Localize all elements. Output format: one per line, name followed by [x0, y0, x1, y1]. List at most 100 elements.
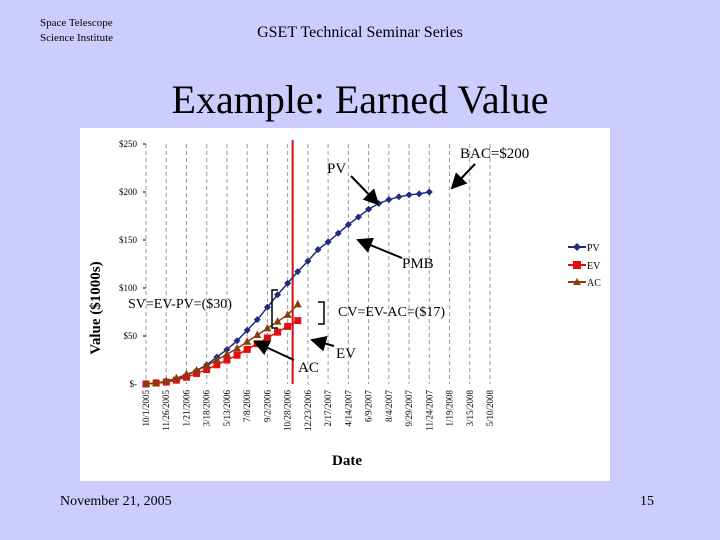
chart-svg: $- $50 $100 $150 $200 $250 10/1/2005 11/26/200…	[88, 139, 601, 469]
legend-marker-ev	[573, 261, 581, 269]
y-tick-label: $-	[130, 379, 138, 389]
ac-arrow	[253, 340, 295, 361]
y-axis-label: Value ($1000s)	[88, 261, 104, 354]
x-tick-label: 7/8/2006	[242, 390, 252, 423]
seminar-series-title: GSET Technical Seminar Series	[257, 24, 463, 41]
data-point-ac	[172, 373, 181, 382]
data-point-pv	[284, 279, 292, 287]
x-tick-label: 10/1/2005	[141, 390, 151, 427]
data-point-ev	[243, 345, 251, 353]
pv-arrow	[350, 175, 380, 206]
x-tick-label: 11/24/2007	[424, 390, 434, 431]
data-point-pv	[395, 193, 403, 201]
x-tick-label: 5/10/2008	[485, 390, 495, 427]
ev-arrow	[310, 335, 335, 352]
data-point-pv	[415, 190, 423, 198]
data-point-ev	[294, 317, 302, 325]
pv-annotation: PV	[327, 161, 346, 177]
data-point-pv	[223, 345, 231, 353]
series-line-ac	[145, 303, 299, 385]
footer-date: November 21, 2005	[60, 494, 172, 509]
x-tick-label: 3/15/2008	[465, 390, 475, 427]
ac-annotation: AC	[298, 360, 319, 376]
y-tick-label: $250	[119, 139, 138, 149]
cv-annotation: CV=EV-AC=($17)	[338, 305, 445, 320]
data-point-ev	[274, 328, 282, 336]
bac-annotation: BAC=$200	[460, 146, 529, 162]
x-tick-label: 8/4/2007	[384, 390, 394, 423]
data-point-ac	[182, 369, 191, 378]
data-point-pv	[405, 191, 413, 199]
x-tick-label: 12/23/2006	[303, 390, 313, 432]
x-axis-label: Date	[332, 453, 362, 469]
data-point-ac	[283, 310, 292, 318]
x-tick-label: 3/18/2006	[202, 390, 212, 427]
legend-label-pv: PV	[587, 243, 601, 254]
data-point-pv	[274, 291, 282, 299]
organization-line-1: Space Telescope	[40, 17, 113, 29]
data-point-ac	[152, 378, 161, 387]
data-point-pv	[243, 326, 251, 334]
legend-marker-pv	[573, 243, 581, 251]
data-point-pv	[263, 303, 271, 311]
pmb-arrow	[356, 237, 403, 259]
data-point-ac	[222, 349, 231, 358]
y-tick-label: $50	[124, 331, 138, 341]
data-point-pv	[354, 213, 362, 221]
y-tick-label: $200	[119, 187, 138, 197]
legend-label-ev: EV	[587, 261, 601, 272]
data-point-ac	[202, 361, 211, 369]
sv-bracket	[271, 289, 278, 329]
data-point-ev	[233, 351, 241, 359]
data-point-ev	[284, 322, 292, 330]
cv-bracket	[318, 301, 325, 325]
data-point-pv	[253, 316, 261, 324]
slide-title: Example: Earned Value	[171, 77, 549, 122]
y-tick-label: $100	[119, 283, 138, 293]
data-point-pv	[294, 268, 302, 276]
data-point-ev	[203, 366, 211, 374]
series-line-ev	[145, 319, 299, 385]
y-axis-ticks: $- $50 $100 $150 $200 $250	[119, 139, 146, 389]
x-axis-ticks: 10/1/2005 11/26/2005 1/21/2006 3/18/2006 5/1…	[141, 390, 495, 432]
data-point-ac	[162, 376, 171, 385]
data-point-ac	[233, 343, 242, 352]
x-tick-label: 9/2/2006	[262, 390, 272, 423]
organization-line-2: Science Institute	[40, 32, 114, 44]
legend-marker-ac	[573, 278, 581, 285]
organization-label: Space Telescope Science Institute	[40, 16, 113, 46]
data-point-pv	[334, 229, 342, 237]
data-point-ac	[253, 330, 262, 339]
x-tick-label: 10/28/2006	[283, 390, 293, 432]
sv-annotation: SV=EV-PV=($30)	[128, 297, 232, 312]
data-point-pv	[425, 188, 433, 196]
data-point-ev	[263, 334, 271, 342]
data-point-ev	[223, 356, 231, 364]
data-point-pv	[304, 257, 312, 265]
ev-annotation: EV	[336, 346, 356, 362]
x-tick-label: 4/14/2007	[343, 390, 353, 427]
data-point-pv	[324, 238, 332, 246]
legend: PV EV AC	[568, 243, 601, 289]
slide-number: 15	[640, 494, 654, 509]
data-point-pv	[233, 337, 241, 345]
bac-arrow	[450, 163, 476, 190]
x-tick-label: 11/26/2005	[161, 390, 171, 431]
data-point-ac	[293, 299, 302, 308]
data-point-pv	[314, 246, 322, 254]
data-point-pv	[385, 196, 393, 204]
data-point-ac	[263, 323, 272, 332]
data-point-ev	[213, 361, 221, 369]
x-tick-label: 5/13/2006	[222, 390, 232, 427]
x-tick-label: 1/19/2008	[445, 390, 455, 427]
data-point-ac	[243, 337, 252, 345]
data-point-pv	[344, 221, 352, 229]
x-tick-label: 6/9/2007	[364, 390, 374, 423]
x-tick-label: 1/21/2006	[181, 390, 191, 427]
data-point-ac	[142, 379, 150, 387]
legend-label-ac: AC	[587, 278, 601, 289]
data-point-pv	[365, 205, 373, 213]
data-point-ac	[212, 355, 221, 363]
x-tick-label: 2/17/2007	[323, 390, 333, 427]
earned-value-chart: $- $50 $100 $150 $200 $250 10/1/2005 11/26/200…	[80, 128, 610, 481]
